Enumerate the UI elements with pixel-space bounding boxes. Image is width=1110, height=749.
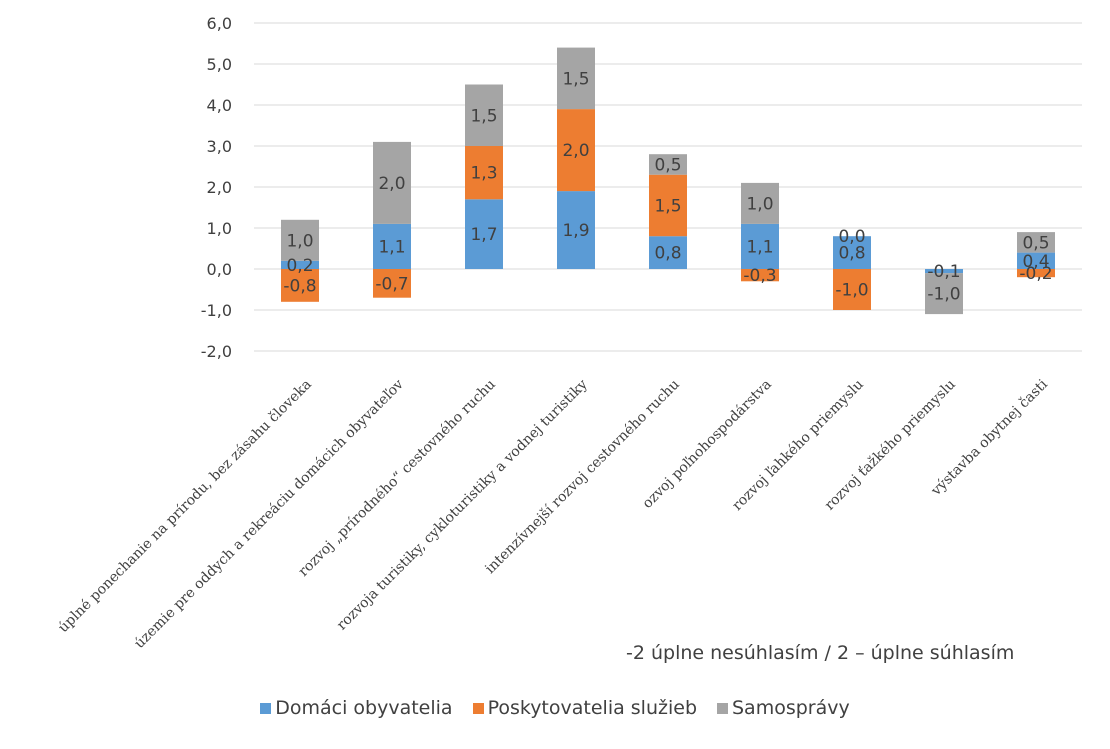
- legend-swatch-samospravy: [717, 702, 728, 714]
- y-tick-label: 0,0: [207, 260, 232, 279]
- x-axis-ticks: úplné ponechanie na prírodu, bez zásahu …: [55, 375, 1051, 651]
- legend: Domáci obyvatelia Poskytovatelia služieb…: [0, 697, 1110, 719]
- y-tick-label: 2,0: [207, 178, 232, 197]
- bar-segment: [1017, 252, 1055, 269]
- data-label: -0,8: [283, 276, 316, 296]
- y-tick-label: -2,0: [201, 342, 232, 361]
- data-label: -0,1: [927, 262, 960, 282]
- bar-segment: [925, 269, 963, 274]
- y-tick-label: 6,0: [207, 14, 232, 33]
- data-label: -0,7: [375, 274, 408, 294]
- bar-segment: [1017, 232, 1055, 253]
- x-tick-label: intenzívnejší rozvoj cestovného ruchu: [482, 376, 683, 577]
- data-label: 0,8: [654, 244, 681, 264]
- legend-label-samospravy: Samosprávy: [732, 697, 850, 719]
- bar-segment: [649, 236, 687, 269]
- y-axis-ticks: 6,0 5,0 4,0 3,0 2,0 1,0 0,0 -1,0 -2,0: [201, 14, 232, 361]
- bars: [281, 47, 1055, 315]
- legend-item-samospravy: Samosprávy: [717, 697, 850, 719]
- data-label: 0,5: [1022, 233, 1049, 253]
- data-label: 0,2: [286, 256, 313, 276]
- data-label: 1,1: [378, 237, 405, 257]
- data-label: 2,0: [378, 174, 405, 194]
- legend-label-domaci: Domáci obyvatelia: [275, 697, 453, 719]
- bar-segment: [373, 269, 411, 298]
- data-label: -0,2: [1019, 264, 1052, 284]
- data-label: 0,0: [838, 227, 865, 247]
- data-label: 1,5: [470, 106, 497, 126]
- bar-segment: [557, 191, 595, 269]
- data-label: 1,0: [746, 194, 773, 214]
- bar-segment: [281, 269, 319, 302]
- bar-segment: [373, 141, 411, 224]
- y-tick-label: -1,0: [201, 301, 232, 320]
- y-tick-label: 5,0: [207, 55, 232, 74]
- bar-segment: [833, 236, 871, 269]
- x-tick-label: rozvoj „prírodného“ cestovného ruchu: [296, 377, 499, 580]
- y-tick-label: 1,0: [207, 219, 232, 238]
- bar-segment: [649, 154, 687, 175]
- data-label: 1,1: [746, 237, 773, 257]
- bar-segment: [373, 223, 411, 269]
- bar-segment: [833, 269, 871, 310]
- data-label: 1,7: [470, 225, 497, 245]
- data-label: -0,3: [743, 266, 776, 286]
- legend-item-poskytovatelia: Poskytovatelia služieb: [472, 697, 697, 719]
- bar-segment: [741, 269, 779, 282]
- data-label: 0,8: [838, 244, 865, 264]
- data-label: 1,0: [286, 231, 313, 251]
- legend-item-domaci: Domáci obyvatelia: [260, 697, 453, 719]
- data-label: 1,5: [654, 196, 681, 216]
- data-label: 0,5: [654, 155, 681, 175]
- data-label: -1,0: [927, 285, 960, 305]
- bar-segment: [465, 146, 503, 200]
- data-label: 1,5: [562, 69, 589, 89]
- bar-segment: [649, 174, 687, 237]
- legend-swatch-domaci: [260, 702, 272, 714]
- bar-segment: [1017, 269, 1055, 278]
- data-label: -1,0: [835, 281, 868, 301]
- data-labels: 0,2-0,8 1,0 1,1 -0,7 2,0 1,7 1,3 1,5 1,9 2,0 1,5 0,…: [283, 69, 1052, 304]
- stacked-bar-chart: 6,0 5,0 4,0 3,0 2,0 1,0 0,0 -1,0 -2,0 0,2-0,8 1,0…: [55, 14, 1082, 652]
- bar-segment: [557, 109, 595, 192]
- y-tick-label: 3,0: [207, 137, 232, 156]
- data-label: 1,9: [562, 221, 589, 241]
- legend-label-poskytovatelia: Poskytovatelia služieb: [487, 697, 697, 719]
- bar-segment: [281, 219, 319, 261]
- bar-segment: [741, 182, 779, 224]
- scale-note: -2 úplne nesúhlasím / 2 – úplne súhlasím: [626, 642, 1015, 664]
- legend-swatch-poskytovatelia: [472, 702, 484, 714]
- bar-segment: [925, 273, 963, 315]
- bar-segment: [465, 199, 503, 269]
- data-label: 1,3: [470, 164, 497, 184]
- y-tick-label: 4,0: [207, 96, 232, 115]
- bar-segment: [465, 84, 503, 146]
- data-label: 2,0: [562, 141, 589, 161]
- bar-segment: [281, 260, 319, 269]
- data-label: 0,4: [1022, 252, 1049, 272]
- bar-segment: [557, 47, 595, 110]
- bar-segment: [741, 223, 779, 269]
